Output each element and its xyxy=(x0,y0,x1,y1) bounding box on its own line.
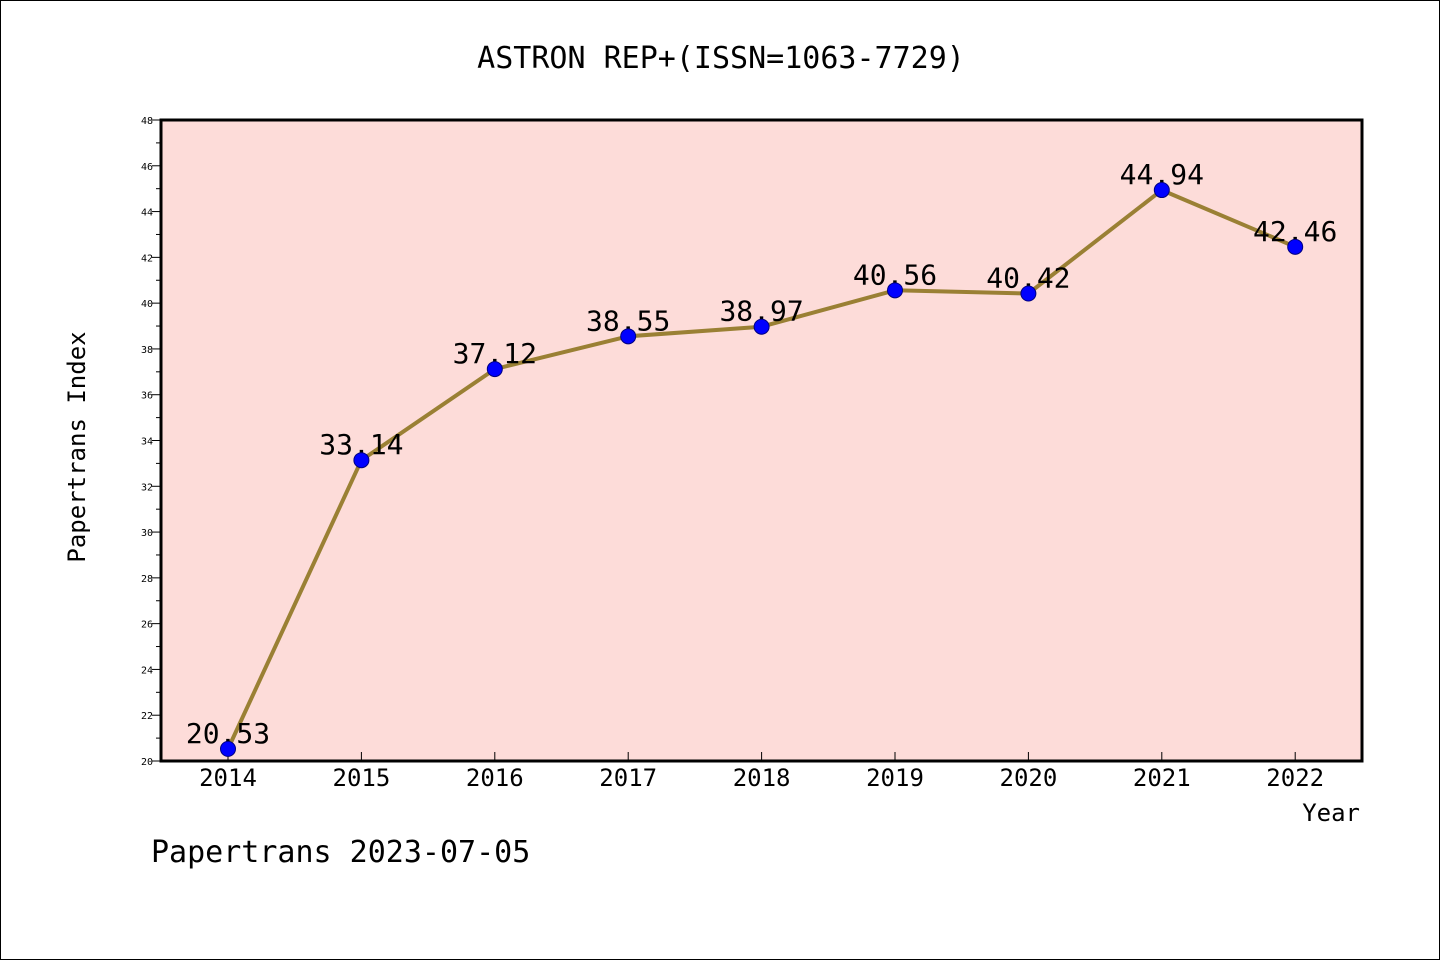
x-tick-label: 2021 xyxy=(1133,764,1191,792)
x-tick-label: 2017 xyxy=(599,764,657,792)
plot-area xyxy=(161,120,1362,761)
x-tick-label: 2019 xyxy=(866,764,924,792)
y-tick-label: 42 xyxy=(141,253,153,264)
data-point xyxy=(353,452,370,469)
x-axis-label: Year xyxy=(1302,799,1360,827)
data-point xyxy=(486,361,503,378)
data-point xyxy=(220,740,236,757)
plot-frame xyxy=(159,118,1364,763)
y-tick-label: 38 xyxy=(141,345,153,356)
data-point xyxy=(753,318,770,335)
y-tick-label: 40 xyxy=(141,299,153,310)
y-tick-label: 46 xyxy=(141,162,153,173)
data-point xyxy=(1020,285,1037,302)
x-tick-label: 2015 xyxy=(333,764,391,792)
x-tick-label: 2014 xyxy=(199,764,257,792)
y-tick-label: 48 xyxy=(141,116,153,127)
x-tick-label: 2016 xyxy=(466,764,524,792)
y-tick-label: 30 xyxy=(141,528,153,539)
y-axis-label: Papertrans Index xyxy=(63,331,91,562)
data-point xyxy=(620,328,637,345)
y-tick-label: 32 xyxy=(141,482,153,493)
x-tick-label: 2018 xyxy=(733,764,791,792)
chart-title: ASTRON REP+(ISSN=1063-7729) xyxy=(477,41,965,76)
y-tick-label: 24 xyxy=(141,665,153,676)
data-point xyxy=(1287,238,1304,255)
y-tick-label: 44 xyxy=(141,208,153,219)
y-tick-label: 28 xyxy=(141,574,153,585)
data-point xyxy=(1153,182,1170,199)
x-tick-label: 2022 xyxy=(1266,764,1324,792)
footer-note: Papertrans 2023-07-05 xyxy=(151,835,531,870)
y-tick-label: 34 xyxy=(141,437,153,448)
y-tick-label: 26 xyxy=(141,620,153,631)
x-tick-label: 2020 xyxy=(1000,764,1058,792)
y-tick-label: 20 xyxy=(141,757,153,768)
y-tick-label: 36 xyxy=(141,391,153,402)
y-tick-label: 22 xyxy=(141,711,153,722)
data-point xyxy=(887,282,903,299)
